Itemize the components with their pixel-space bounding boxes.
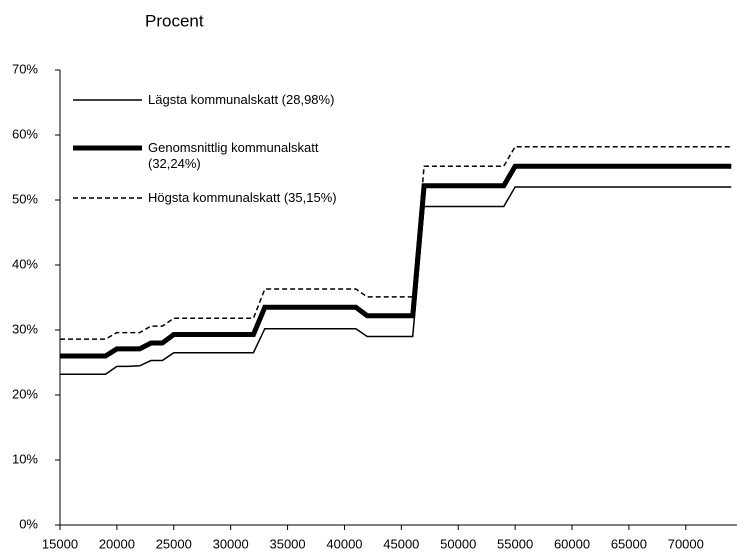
line-series <box>60 145 732 340</box>
x-tick-label: 40000 <box>326 536 362 551</box>
legend-label: Lägsta kommunalskatt (28,98%) <box>148 92 335 107</box>
x-tick-label: 35000 <box>269 536 305 551</box>
x-tick-label: 15000 <box>42 536 78 551</box>
y-tick-label: 10% <box>12 451 38 466</box>
line-series <box>60 186 732 375</box>
legend-label: Genomsnittlig kommunalskatt (32,24%) <box>148 140 319 171</box>
x-tick-label: 25000 <box>156 536 192 551</box>
x-tick-label: 50000 <box>440 536 476 551</box>
x-tick-label: 55000 <box>497 536 533 551</box>
y-tick-label: 30% <box>12 321 38 336</box>
y-tick-label: 50% <box>12 191 38 206</box>
y-tick-label: 40% <box>12 256 38 271</box>
y-tick-label: 20% <box>12 386 38 401</box>
x-tick-label: 65000 <box>611 536 647 551</box>
x-tick-label: 45000 <box>383 536 419 551</box>
y-tick-label: 70% <box>12 61 38 76</box>
y-tick-label: 60% <box>12 126 38 141</box>
x-tick-label: 60000 <box>554 536 590 551</box>
legend-label: Högsta kommunalskatt (35,15%) <box>148 190 337 205</box>
chart-title: Procent <box>145 11 204 30</box>
y-tick-label: 0% <box>19 516 38 531</box>
line-series <box>60 163 732 359</box>
x-tick-label: 30000 <box>213 536 249 551</box>
x-tick-label: 20000 <box>99 536 135 551</box>
x-tick-label: 70000 <box>668 536 704 551</box>
